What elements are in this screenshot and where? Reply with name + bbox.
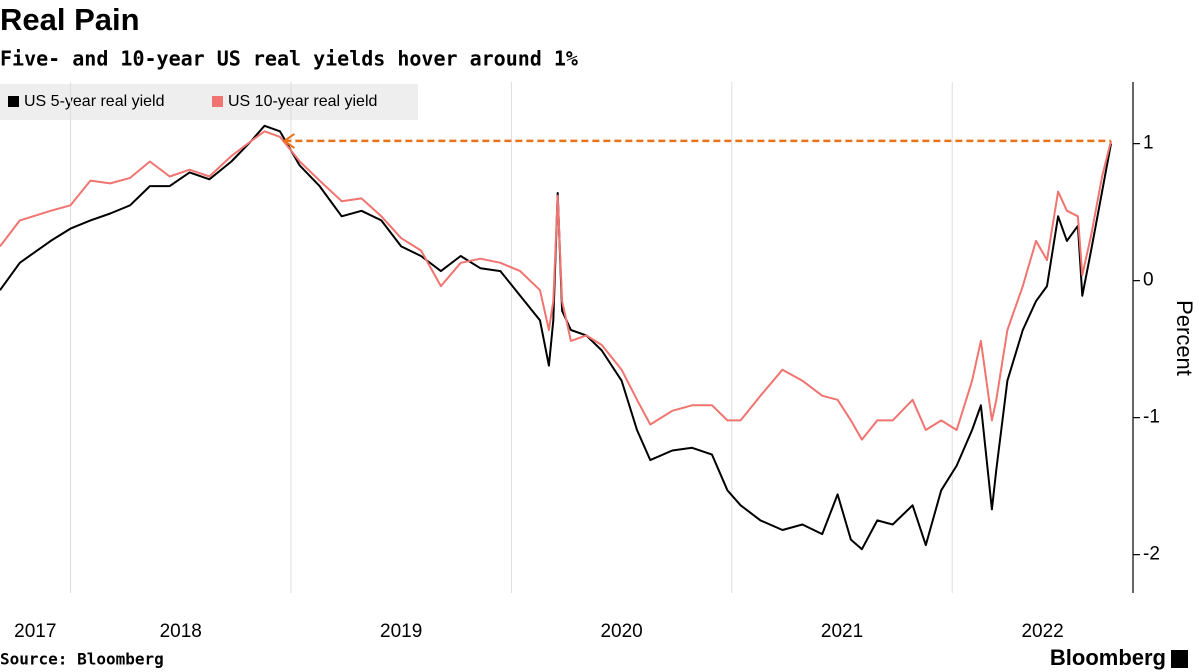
x-tick-label: 2022 bbox=[1021, 621, 1063, 642]
subtitle: Five- and 10-year US real yields hover a… bbox=[0, 47, 578, 71]
reference-arrow bbox=[282, 133, 295, 149]
source: Source: Bloomberg bbox=[0, 650, 164, 669]
legend-swatch bbox=[212, 96, 223, 107]
brand: Bloomberg bbox=[1050, 645, 1166, 670]
x-tick-label: 2018 bbox=[160, 621, 202, 642]
x-tick-label: 2021 bbox=[821, 621, 863, 642]
y-tick-label: 1 bbox=[1143, 133, 1154, 154]
x-tick-label: 2019 bbox=[380, 621, 422, 642]
y-axis-label: Percent bbox=[1172, 300, 1197, 376]
y-tick-label: -2 bbox=[1143, 544, 1160, 565]
title: Real Pain bbox=[0, 2, 140, 37]
brand-icon bbox=[1171, 650, 1188, 668]
legend-swatch bbox=[8, 96, 19, 107]
series-line bbox=[0, 124, 1112, 551]
legend-box bbox=[0, 84, 418, 120]
legend-label: US 10-year real yield bbox=[228, 93, 377, 110]
y-tick-label: 0 bbox=[1143, 270, 1154, 291]
x-tick-label: 2017 bbox=[14, 621, 56, 642]
series-line bbox=[0, 130, 1112, 441]
y-tick-label: -1 bbox=[1143, 407, 1160, 428]
x-tick-label: 2020 bbox=[600, 621, 642, 642]
legend-label: US 5-year real yield bbox=[24, 93, 165, 110]
